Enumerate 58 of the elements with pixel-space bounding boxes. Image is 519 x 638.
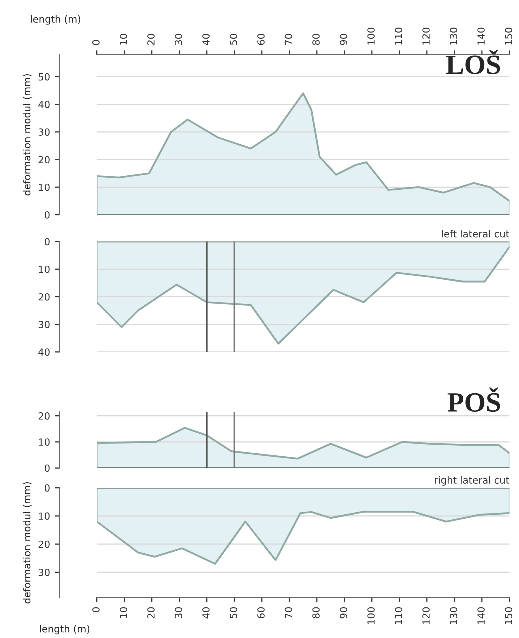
x2-tick-label: 60 [258, 34, 265, 46]
x-tick-label: 80 [312, 607, 320, 619]
x2-tick-label: 0 [92, 40, 100, 46]
x-tick-label: 70 [285, 607, 292, 618]
x-tick-label: 40 [202, 607, 210, 619]
x2-tick-label: 100 [368, 28, 375, 45]
x-tick-label: 110 [395, 607, 402, 624]
y-tick-label: 10 [39, 266, 50, 274]
y-tick-label: 20 [38, 156, 50, 164]
y-tick-label: 10 [39, 438, 50, 446]
x-tick-label: 140 [478, 607, 485, 624]
x-tick-label: 90 [340, 607, 348, 619]
x-tick-label: 130 [450, 607, 458, 624]
x2-tick-label: 50 [230, 34, 238, 46]
y-tick-label: 30 [38, 321, 50, 328]
y-tick-label: 0 [44, 484, 50, 492]
y-tick-label: 20 [38, 293, 50, 301]
x2-tick-label: 40 [202, 34, 210, 46]
y-tick-label: 0 [44, 238, 50, 246]
x2-tick-label: 10 [120, 34, 128, 45]
x2-tick-label: 120 [422, 28, 430, 45]
x-tick-label: 30 [175, 607, 182, 618]
text: right lateral cut [435, 476, 510, 486]
y-tick-label: 20 [38, 540, 50, 548]
text: left lateral cut [442, 230, 510, 238]
x-tick-label: 10 [120, 607, 128, 618]
x-tick-label: 150 [505, 607, 512, 624]
x2-tick-label: 130 [450, 28, 458, 45]
y-tick-label: 10 [39, 184, 50, 192]
x-tick-label: 50 [230, 607, 238, 618]
y-tick-label: 30 [38, 568, 50, 576]
y-axis-title: deformation modul (mm) [23, 482, 32, 604]
y-tick-label: 20 [38, 412, 50, 420]
x2-tick-label: 70 [285, 34, 292, 46]
x2-tick-label: 110 [395, 28, 402, 45]
y-tick-label: 40 [38, 101, 50, 108]
y-tick-label: 50 [38, 73, 50, 81]
y-tick-label: 0 [44, 464, 50, 472]
y-tick-label: 30 [38, 128, 50, 136]
x2-tick-label: 90 [340, 34, 348, 46]
annotation: LOŠ [446, 50, 500, 74]
x-tick-label: 100 [368, 607, 375, 624]
x-tick-label: 120 [422, 607, 430, 624]
x2-tick-label: 30 [175, 34, 182, 46]
y-axis-title: deformation modul (mm) [23, 74, 32, 196]
text: POŠ [448, 388, 500, 412]
x-tick-label: 20 [148, 607, 155, 618]
x2-axis-title: length (m) [31, 15, 81, 25]
x2-tick-label: 140 [478, 28, 485, 45]
y-tick-label: 0 [44, 211, 50, 219]
x-tick-label: 60 [258, 607, 265, 619]
x-tick-label: 0 [92, 607, 100, 612]
x-axis-title: length (m) [40, 625, 90, 635]
x2-tick-label: 80 [312, 34, 320, 46]
y-tick-label: 10 [39, 512, 50, 520]
x2-tick-label: 20 [148, 34, 155, 46]
y-tick-label: 40 [38, 348, 50, 356]
x2-tick-label: 150 [505, 28, 512, 45]
